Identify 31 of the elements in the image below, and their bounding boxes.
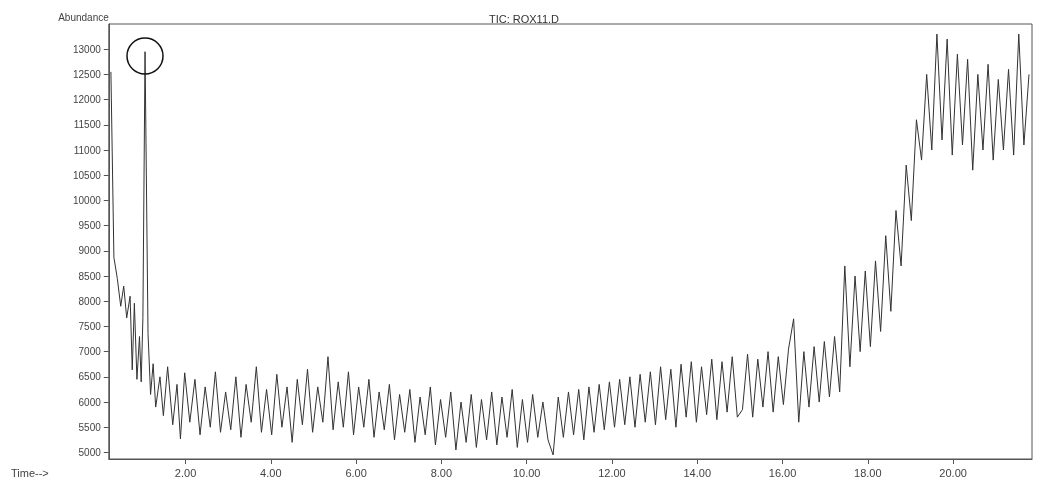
x-tick-label: 16.00 — [768, 466, 797, 479]
y-axis-title: Abundance — [58, 11, 110, 23]
x-tick-label: 10.00 — [512, 466, 541, 479]
x-tick-label: 2.00 — [174, 466, 197, 479]
y-tick-label: 10500 — [72, 169, 102, 181]
y-tick-label: 7000 — [78, 346, 102, 358]
y-tick-label: 12000 — [72, 94, 102, 106]
x-tick-label: 4.00 — [260, 466, 282, 479]
y-tick-label: 11500 — [73, 119, 102, 131]
y-tick-label: 13000 — [72, 43, 102, 55]
x-tick-label: 12.00 — [598, 466, 626, 479]
chart-title: TIC: ROX11.D — [488, 12, 560, 25]
line-series — [110, 33, 1030, 456]
x-tick-label: 14.00 — [683, 466, 712, 479]
y-tick-label: 10000 — [72, 194, 102, 206]
y-tick-label: 6500 — [78, 371, 102, 383]
y-tick-label: 9500 — [78, 220, 102, 232]
x-tick-label: 8.00 — [430, 466, 453, 479]
y-tick-label: 12500 — [72, 68, 102, 80]
x-axis-title: Time--> — [10, 466, 49, 479]
y-tick-label: 7500 — [78, 320, 102, 332]
y-tick-label: 5000 — [78, 446, 102, 458]
x-tick-label: 20.00 — [939, 466, 967, 479]
x-tick-label: 6.00 — [345, 466, 367, 479]
y-tick-label: 5500 — [78, 421, 102, 433]
y-tick-label: 11000 — [73, 144, 102, 156]
y-tick-label: 8000 — [78, 295, 102, 307]
y-tick-label: 9000 — [78, 245, 102, 257]
x-tick-label: 18.00 — [854, 466, 882, 479]
y-tick-label: 6000 — [78, 396, 102, 408]
y-tick-label: 8500 — [78, 270, 102, 282]
